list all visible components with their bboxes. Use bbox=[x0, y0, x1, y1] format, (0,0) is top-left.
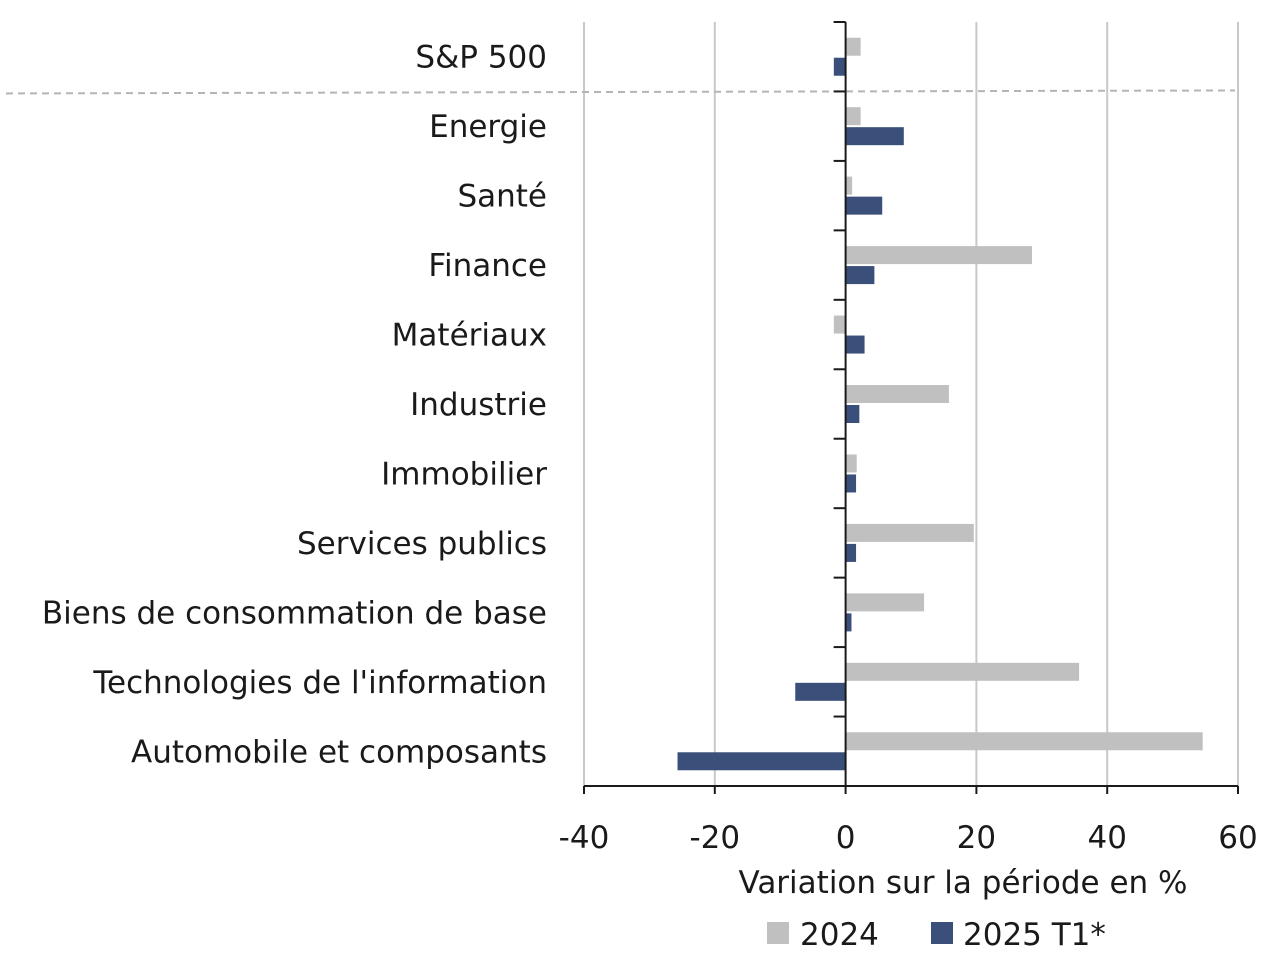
legend-swatch-1 bbox=[931, 922, 953, 944]
category-label-3: Finance bbox=[428, 248, 547, 284]
bar-2024-5 bbox=[845, 385, 949, 403]
bar-2024-1 bbox=[845, 107, 861, 126]
x-tick-label-0: -40 bbox=[559, 820, 610, 856]
bar-2025-t1-8 bbox=[845, 613, 852, 632]
bar-2024-6 bbox=[845, 454, 857, 473]
bars bbox=[677, 37, 1203, 771]
bar-2025-t1-0 bbox=[833, 57, 846, 76]
bar-2025-t1-5 bbox=[845, 405, 860, 423]
category-labels: S&P 500 Energie Santé Finance Matériaux Indus… bbox=[42, 40, 547, 771]
tick-labels: -40 -20 0 20 40 60 bbox=[559, 820, 1258, 856]
bar-2024-10 bbox=[845, 732, 1203, 751]
x-tick-label-3: 20 bbox=[957, 820, 996, 856]
x-tick-label-5: 60 bbox=[1218, 820, 1257, 856]
bar-2024-4 bbox=[833, 315, 846, 334]
bar-2025-t1-1 bbox=[845, 127, 904, 146]
category-label-0: S&P 500 bbox=[415, 40, 547, 76]
category-label-5: Industrie bbox=[410, 387, 547, 423]
axes bbox=[583, 21, 1239, 794]
category-label-7: Services publics bbox=[297, 526, 547, 562]
category-label-1: Energie bbox=[429, 109, 547, 145]
bar-2025-t1-6 bbox=[845, 474, 857, 493]
bar-2024-3 bbox=[845, 246, 1032, 265]
x-tick-label-2: 0 bbox=[836, 820, 856, 856]
bar-2024-9 bbox=[845, 662, 1080, 681]
legend: 2024 2025 T1* bbox=[767, 917, 1106, 953]
separator-line bbox=[5, 89, 1236, 95]
bar-2025-t1-7 bbox=[845, 543, 857, 562]
bar-2025-t1-10 bbox=[677, 752, 846, 771]
grid-lines bbox=[5, 22, 1239, 786]
bar-2024-0 bbox=[845, 37, 861, 56]
category-label-10: Automobile et composants bbox=[131, 734, 547, 770]
bar-2025-t1-9 bbox=[795, 682, 846, 701]
bar-2025-t1-4 bbox=[845, 335, 865, 354]
legend-label-0: 2024 bbox=[800, 917, 879, 953]
category-label-2: Santé bbox=[457, 179, 547, 215]
bar-2024-7 bbox=[845, 523, 974, 542]
category-label-4: Matériaux bbox=[392, 318, 547, 354]
legend-label-1: 2025 T1* bbox=[963, 917, 1106, 953]
bar-2025-t1-3 bbox=[845, 266, 875, 285]
x-tick-label-1: -20 bbox=[689, 820, 740, 856]
category-label-9: Technologies de l'information bbox=[92, 665, 547, 701]
bar-2024-2 bbox=[845, 176, 853, 195]
legend-swatch-0 bbox=[767, 922, 789, 944]
bar-2025-t1-2 bbox=[845, 196, 883, 215]
x-tick-label-4: 40 bbox=[1087, 820, 1126, 856]
x-axis-title: Variation sur la période en % bbox=[739, 865, 1188, 901]
category-label-8: Biens de consommation de base bbox=[42, 595, 547, 631]
category-label-6: Immobilier bbox=[381, 456, 547, 492]
bar-2024-8 bbox=[845, 593, 925, 612]
